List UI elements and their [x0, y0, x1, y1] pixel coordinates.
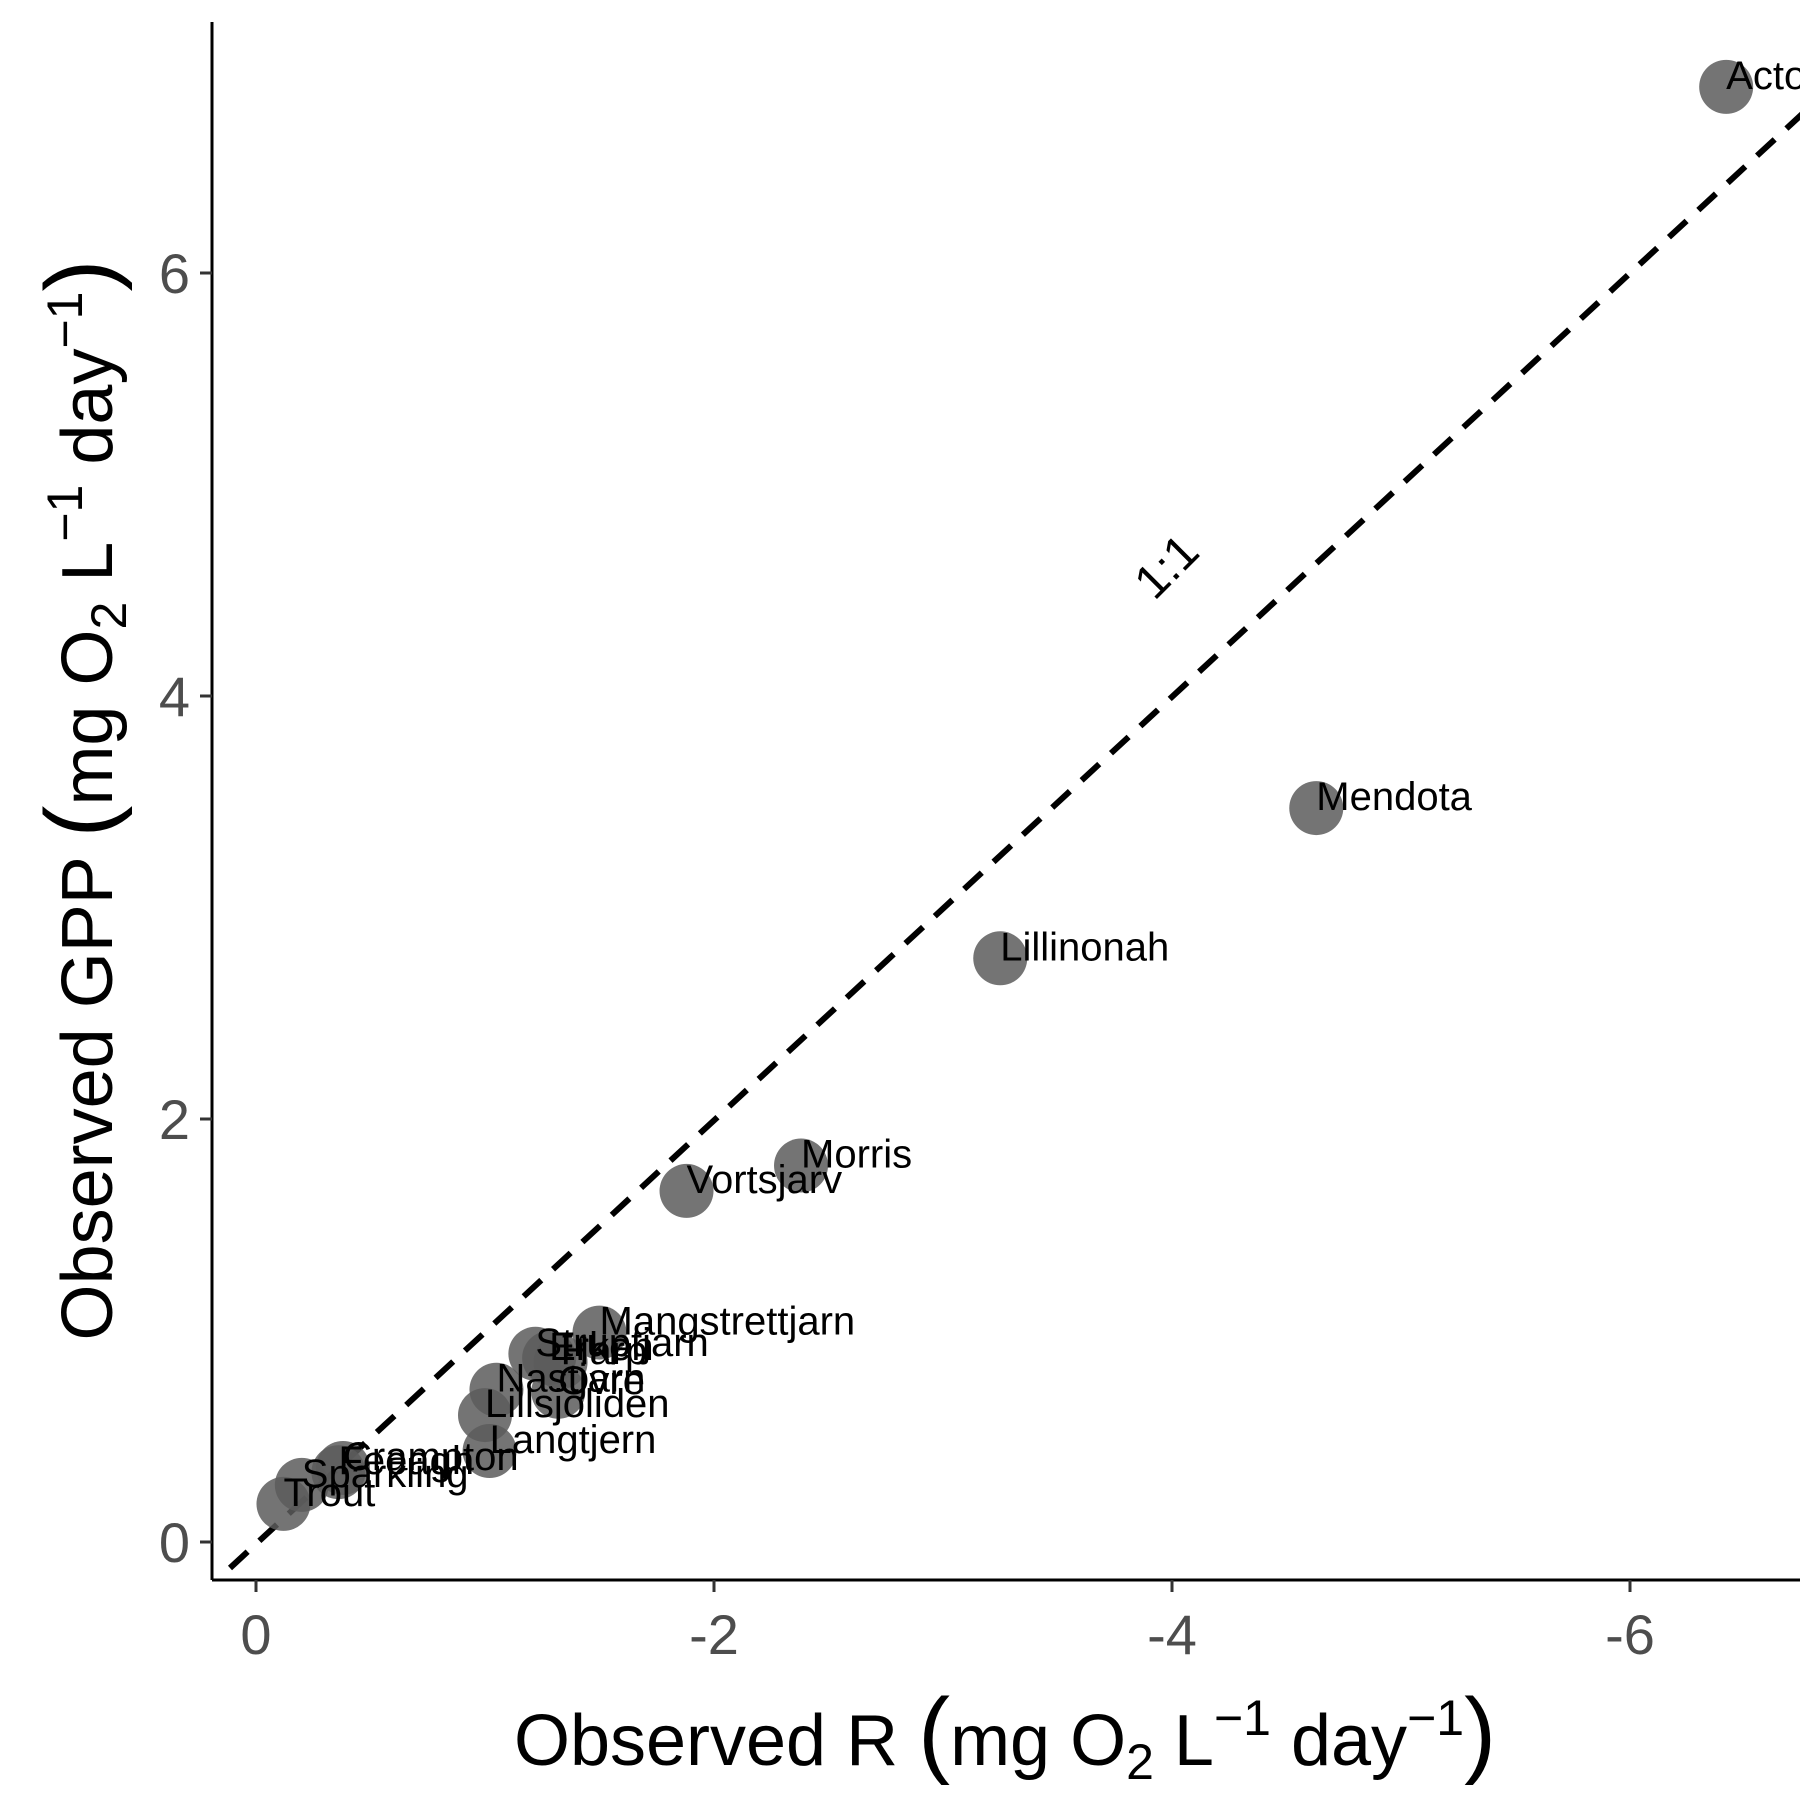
point-label: Mangstrettjarn: [600, 1300, 856, 1344]
point-label: Trout: [283, 1471, 375, 1515]
point-label: Erken: [549, 1325, 654, 1369]
x-axis-ticks: 0 -2 -4 -6: [240, 1580, 1655, 1666]
y-tick-label: 4: [159, 665, 190, 728]
y-tick-label: 2: [159, 1088, 190, 1151]
point-label: Sparkling: [302, 1452, 469, 1496]
y-tick-label: 6: [159, 242, 190, 305]
x-axis-title: Observed R (mg O2 L−1 day−1): [514, 1679, 1496, 1790]
point-label: Acton: [1726, 54, 1800, 98]
y-axis-ticks: 0 2 4 6: [159, 242, 212, 1574]
y-tick-label: 0: [159, 1511, 190, 1574]
data-point: [462, 1424, 517, 1479]
data-point: [973, 931, 1028, 986]
point-label: Crampton: [343, 1435, 519, 1479]
data-point: [572, 1305, 627, 1360]
x-tick-label: -2: [689, 1603, 739, 1666]
data-points: [256, 59, 1754, 1531]
data-point: [256, 1476, 311, 1531]
point-label: Morris: [801, 1133, 912, 1177]
x-tick-label: -6: [1605, 1603, 1655, 1666]
point-label: Langtjern: [490, 1418, 657, 1462]
data-point: [531, 1364, 586, 1419]
point-label: Feeagh: [338, 1439, 474, 1483]
point-label: Lillinonah: [1000, 925, 1169, 969]
x-tick-label: 0: [240, 1603, 271, 1666]
data-point: [1289, 781, 1344, 836]
data-point: [774, 1138, 829, 1193]
one-to-one-reference-line: [227, 111, 1800, 1571]
point-label: Struptjarn: [535, 1321, 708, 1365]
x-tick-label: -4: [1147, 1603, 1197, 1666]
point-label: Vortsjarv: [687, 1158, 843, 1202]
point-label: Ovre: [558, 1359, 645, 1403]
point-label: Harp: [561, 1329, 648, 1373]
data-point: [659, 1163, 714, 1218]
point-label: Mendota: [1316, 775, 1472, 819]
data-point: [1699, 59, 1754, 114]
one-to-one-label: 1:1: [1125, 525, 1210, 610]
point-label: Nastjarn: [496, 1357, 645, 1401]
point-label: Lillsjoliden: [485, 1382, 670, 1426]
y-axis-title: Observed GPP (mg O2 L−1 day−1): [26, 260, 137, 1341]
